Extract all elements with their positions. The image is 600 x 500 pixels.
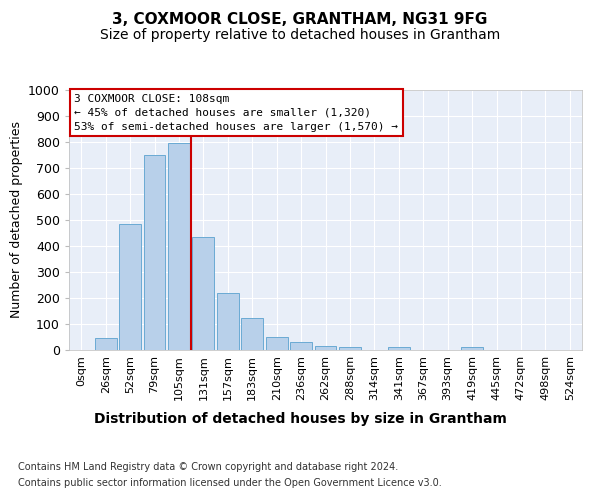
Bar — [193, 237, 214, 350]
Bar — [388, 348, 410, 350]
Bar — [266, 337, 287, 350]
Text: 3 COXMOOR CLOSE: 108sqm
← 45% of detached houses are smaller (1,320)
53% of semi: 3 COXMOOR CLOSE: 108sqm ← 45% of detache… — [74, 94, 398, 132]
Text: 3, COXMOOR CLOSE, GRANTHAM, NG31 9FG: 3, COXMOOR CLOSE, GRANTHAM, NG31 9FG — [112, 12, 488, 28]
Bar — [290, 342, 312, 350]
Text: Contains public sector information licensed under the Open Government Licence v3: Contains public sector information licen… — [18, 478, 442, 488]
Bar — [241, 318, 263, 350]
Bar — [119, 224, 141, 350]
Bar — [314, 346, 337, 350]
Text: Contains HM Land Registry data © Crown copyright and database right 2024.: Contains HM Land Registry data © Crown c… — [18, 462, 398, 472]
Text: Distribution of detached houses by size in Grantham: Distribution of detached houses by size … — [94, 412, 506, 426]
Bar — [168, 144, 190, 350]
Bar — [461, 348, 483, 350]
Bar — [95, 338, 116, 350]
Bar — [217, 293, 239, 350]
Text: Size of property relative to detached houses in Grantham: Size of property relative to detached ho… — [100, 28, 500, 42]
Y-axis label: Number of detached properties: Number of detached properties — [10, 122, 23, 318]
Bar — [143, 155, 166, 350]
Bar — [339, 348, 361, 350]
